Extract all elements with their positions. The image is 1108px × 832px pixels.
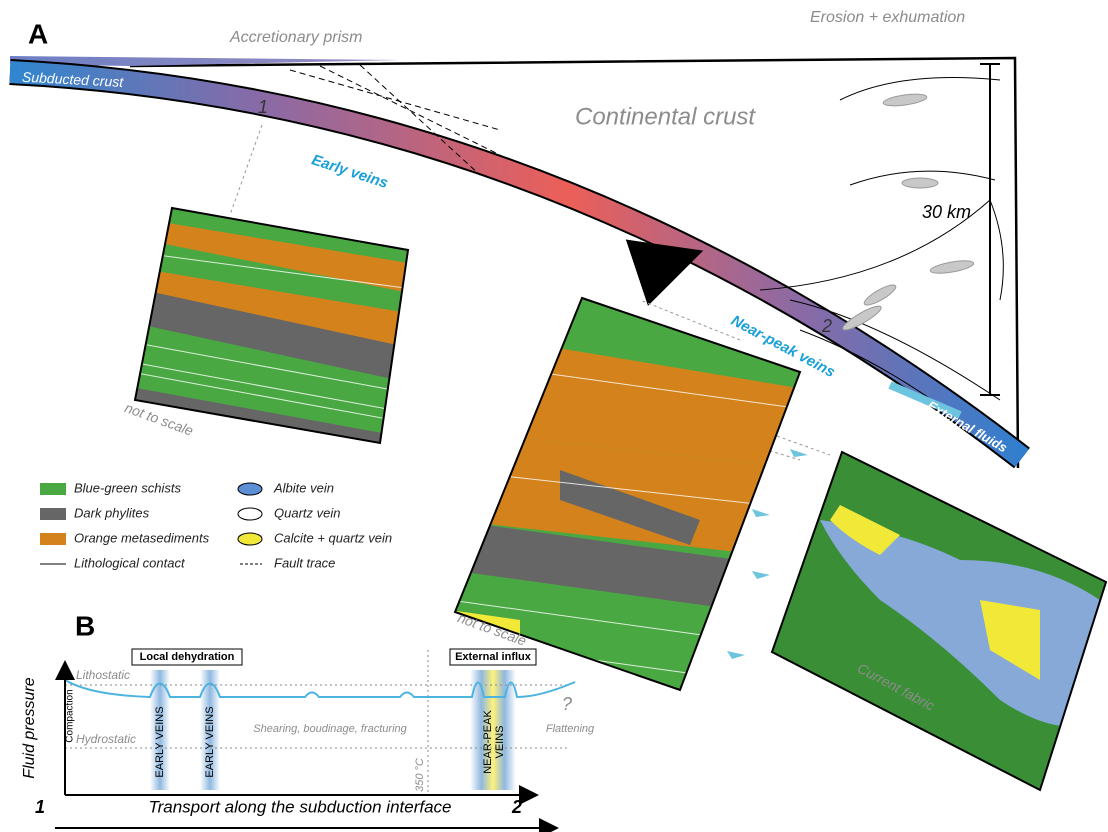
- legend-label: Lithological contact: [74, 555, 186, 570]
- vein-label: EARLY VEINS: [204, 706, 216, 777]
- y-axis-label: Fluid pressure: [21, 677, 38, 778]
- legend-swatch: [40, 508, 66, 520]
- panel-b: [55, 648, 576, 832]
- legend-swatch: [237, 507, 263, 521]
- lenses: [842, 93, 975, 331]
- subducted-slab: [9, 61, 1029, 467]
- vein-label: VEINS: [494, 725, 506, 758]
- location-marker: 1: [258, 97, 268, 117]
- annotation: External influx: [455, 651, 532, 663]
- panel-label: A: [28, 18, 48, 49]
- inset-1-frame: [133, 206, 410, 445]
- vein-bar: [200, 670, 220, 790]
- annotation: Erosion + exhumation: [810, 9, 965, 26]
- exhumation-curves: [759, 77, 1004, 421]
- scale-bar: [980, 63, 1000, 396]
- annotation: 350 °C: [414, 758, 426, 792]
- vein-label: EARLY VEINS: [154, 706, 166, 777]
- accretionary-prism: [10, 56, 400, 66]
- inset-3-frame: [770, 450, 1108, 792]
- arrow: [888, 381, 962, 419]
- panel-label: B: [75, 610, 95, 641]
- arrow: [625, 239, 704, 306]
- legend-label: Quartz vein: [274, 505, 340, 520]
- annotation: Hydrostatic: [76, 732, 136, 746]
- annotation: Lithostatic: [76, 668, 130, 682]
- continental-crust-outline: [129, 56, 1020, 469]
- annotation: Local dehydration: [140, 651, 235, 663]
- faults: [289, 64, 501, 176]
- legend-swatch: [40, 533, 66, 545]
- x-axis-label: Transport along the subduction interface: [148, 797, 451, 816]
- annotation: Compaction: [65, 689, 76, 742]
- vein-bar: [150, 670, 170, 790]
- legend-label: Blue-green schists: [74, 480, 181, 495]
- annotation: ?: [562, 694, 572, 714]
- legend-label: Dark phylites: [74, 505, 150, 520]
- location-marker: 1: [35, 797, 45, 817]
- legend-swatch: [40, 483, 66, 495]
- annotation: Continental crust: [575, 103, 756, 130]
- vein-label: NEAR-PEAK: [482, 710, 494, 774]
- label-box: [131, 648, 243, 666]
- legend-label: Calcite + quartz vein: [274, 530, 392, 545]
- annotation: Shearing, boudinage, fracturing: [253, 723, 407, 735]
- vein-bar: [470, 670, 516, 790]
- annotation: Accretionary prism: [229, 29, 362, 46]
- inset-1: [135, 208, 408, 443]
- legend-swatch: [237, 482, 263, 496]
- inset-3: [772, 452, 1106, 790]
- fluid-pressure-curve: [64, 679, 576, 699]
- label-box: [449, 648, 537, 666]
- legend-label: Albite vein: [273, 480, 334, 495]
- scale-label: 30 km: [922, 202, 971, 222]
- legend: Blue-green schists Dark phylites Orange …: [40, 480, 392, 570]
- annotation: Early veins: [310, 151, 391, 192]
- location-marker: 2: [821, 316, 832, 336]
- annotation: Subducted crust: [22, 69, 125, 90]
- legend-swatch: [237, 532, 263, 546]
- legend-label: Fault trace: [274, 555, 335, 570]
- fluid-arrows: [727, 449, 808, 659]
- location-marker: 2: [511, 797, 522, 817]
- inset-2-frame: [453, 296, 802, 692]
- legend-label: Orange metasediments: [74, 530, 210, 545]
- annotation: Flattening: [546, 723, 595, 735]
- panel-a-sketch: [9, 56, 1030, 659]
